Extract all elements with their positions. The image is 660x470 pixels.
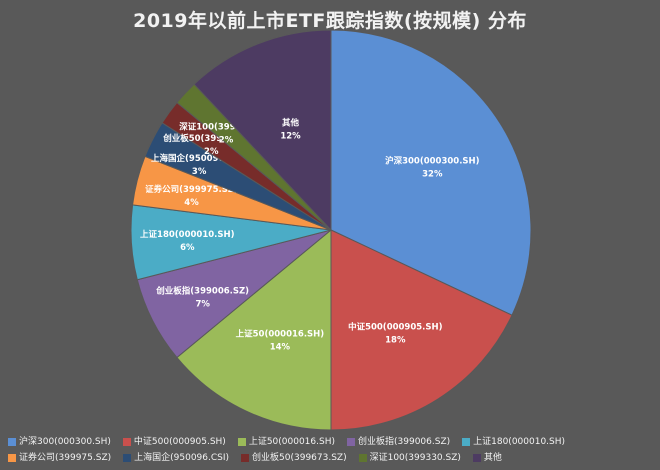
slice-label: 中证500(000905.SH) [348,321,443,332]
legend-swatch [237,438,246,446]
slice-label: 证券公司(399975.SZ) [145,184,238,195]
slice-value-label: 4% [184,198,199,208]
chart-title: 2019年以前上市ETF跟踪指数(按规模) 分布 [133,10,527,32]
legend-label: 上证50(000016.SH) [248,437,335,447]
legend-swatch [122,438,131,446]
pie-slice [330,229,513,431]
slice-value-label: 18% [385,335,406,345]
legend-label: 证券公司(399975.SZ) [19,453,112,463]
legend-swatch [358,454,367,462]
legend-item: 上海国企(950096.CSI) [123,450,229,466]
legend-swatch [472,454,481,462]
legend-item: 中证500(000905.SH) [122,434,226,450]
slice-value-label: 3% [192,167,207,177]
legend-item: 创业板指(399006.SZ) [347,434,450,450]
legend-label: 深证100(399330.SZ) [369,453,461,463]
slice-value-label: 14% [270,343,291,353]
legend-item: 证券公司(399975.SZ) [8,450,111,466]
pie-slice [176,228,332,431]
slice-value-label: 6% [180,243,195,253]
legend-item: 上证180(000010.SH) [462,434,565,450]
legend-label: 沪深300(000300.SH) [19,437,111,447]
legend-swatch [123,454,132,462]
legend-item: 深证100(399330.SZ) [358,450,461,466]
legend-item: 其他 [472,450,502,466]
slice-label: 沪深300(000300.SH) [385,156,480,167]
legend-label: 创业板指(399006.SZ) [358,437,451,447]
legend-label: 其他 [483,453,502,463]
slice-label: 创业板指(399006.SZ) [155,285,249,296]
slice-label: 其他 [282,118,300,129]
pie-slice [330,29,532,316]
legend-swatch [241,454,250,462]
legend-item: 沪深300(000300.SH) [8,434,111,450]
slice-label: 上证180(000010.SH) [140,229,235,240]
pie-slice [193,29,332,232]
legend-swatch [347,438,355,446]
slice-value-label: 7% [195,299,210,309]
chart-legend: 沪深300(000300.SH) 中证500(000905.SH) 上证50(000… [8,434,656,466]
legend-item: 上证50(000016.SH) [237,434,335,450]
legend-label: 上海国企(950096.CSI) [134,453,230,463]
legend-swatch [8,438,16,446]
legend-item: 创业板50(399673.SZ) [241,450,347,466]
legend-swatch [462,438,471,446]
slice-label: 深证100(399330.SZ) [179,121,273,132]
slice-value-label: 2% [204,147,219,157]
slice-value-label: 32% [422,170,443,180]
legend-label: 中证500(000905.SH) [133,437,226,447]
slice-label: 创业板50(399673.SZ) [162,133,259,144]
slice-label: 上证50(000016.SH) [236,329,325,340]
legend-label: 上证180(000010.SH) [473,437,566,447]
slice-value-label: 12% [280,132,301,142]
legend-label: 创业板50(399673.SZ) [252,453,347,463]
slice-label: 上海国企(950096.CSI) [151,153,247,164]
slice-value-label: 2% [219,135,234,145]
legend-swatch [8,454,16,462]
